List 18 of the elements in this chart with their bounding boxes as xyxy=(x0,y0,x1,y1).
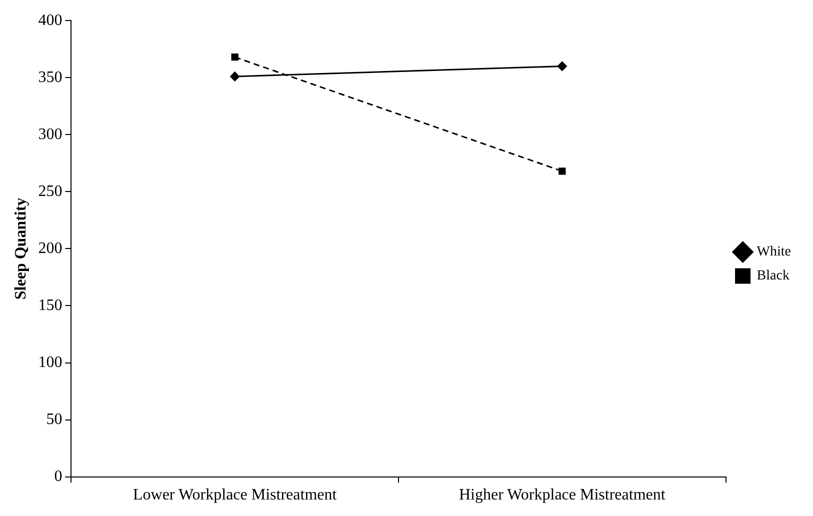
point xyxy=(231,54,238,61)
point xyxy=(557,61,567,71)
point xyxy=(558,168,566,175)
y-tick-label: 400 xyxy=(38,12,62,29)
y-tick-label: 100 xyxy=(38,354,62,371)
x-tick-label: Lower Workplace Mistreatment xyxy=(133,486,338,504)
y-tick-label: 150 xyxy=(38,296,62,314)
y-axis-title: Sleep Quantity xyxy=(12,198,30,300)
y-tick-label: 250 xyxy=(38,182,62,200)
y-tick-label: 50 xyxy=(46,410,62,428)
legend-label: White xyxy=(756,244,792,260)
y-tick-label: 200 xyxy=(38,240,62,257)
x-tick-label: Higher Workplace Mistreatment xyxy=(458,486,666,504)
legend-label: Black xyxy=(756,268,790,284)
point xyxy=(230,72,240,82)
y-tick-label: 0 xyxy=(54,468,62,486)
y-tick-label: 350 xyxy=(38,68,62,86)
y-tick-label: 300 xyxy=(38,126,62,143)
